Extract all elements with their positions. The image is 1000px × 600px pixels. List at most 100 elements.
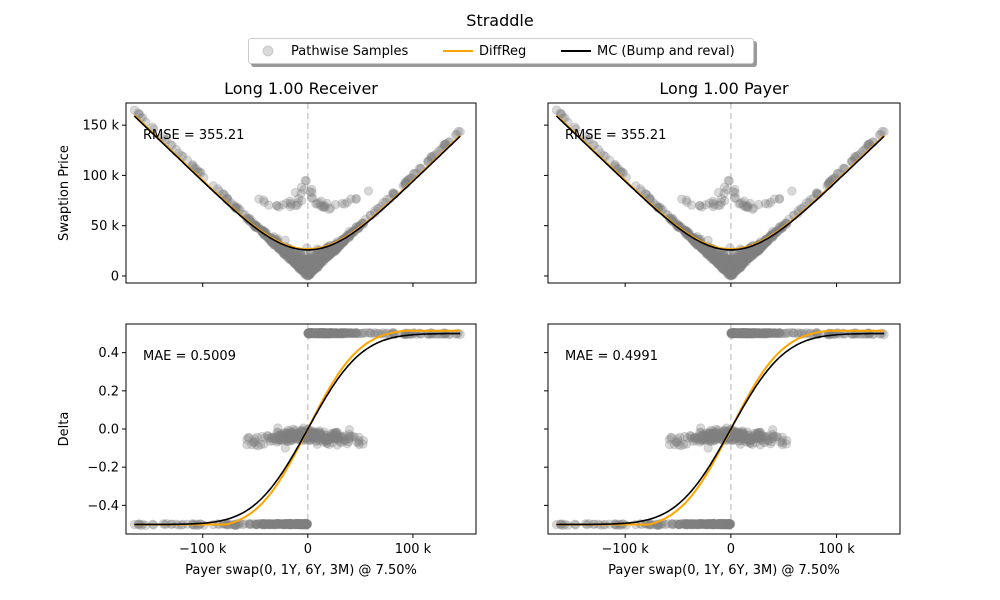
sample-point: [753, 328, 764, 339]
sample-point: [306, 429, 317, 440]
sample-point: [753, 246, 763, 256]
sample-point: [710, 435, 721, 446]
sample-point: [340, 328, 351, 339]
sample-point: [254, 518, 264, 529]
sample-point: [305, 187, 315, 197]
sample-point: [717, 519, 728, 530]
sample-point: [312, 251, 322, 262]
sample-point: [300, 518, 310, 529]
sample-point: [284, 519, 295, 529]
sample-point: [314, 328, 325, 339]
sample-point: [316, 196, 326, 206]
sample-point: [730, 328, 741, 339]
sample-point: [312, 439, 323, 449]
sample-point: [709, 428, 720, 438]
sample-point: [709, 519, 720, 529]
sample-point: [689, 519, 700, 529]
sample-point: [329, 245, 340, 255]
sample-point: [728, 264, 738, 274]
sample-point: [728, 264, 739, 274]
sample-point: [729, 267, 740, 277]
sample-point: [306, 263, 317, 274]
sample-point: [708, 519, 718, 529]
sample-point: [312, 255, 322, 266]
sample-point: [753, 433, 763, 443]
sample-point: [290, 200, 301, 211]
sample-point: [285, 198, 296, 209]
sample-point: [318, 202, 329, 212]
sample-point: [314, 328, 324, 339]
sample-point: [748, 328, 759, 338]
sample-point: [283, 248, 294, 258]
sample-point: [300, 175, 310, 186]
sample-point: [774, 193, 785, 204]
sample-point: [314, 253, 325, 264]
sample-point: [684, 519, 694, 529]
sample-point: [703, 519, 713, 530]
sample-point: [289, 429, 300, 440]
sample-point: [735, 252, 745, 262]
sample-point: [332, 440, 342, 450]
sample-point: [737, 258, 747, 269]
sample-point: [863, 139, 874, 150]
sample-point: [295, 519, 306, 529]
sample-point: [282, 436, 293, 446]
sample-point: [704, 246, 714, 257]
sample-point: [323, 328, 334, 338]
sample-point: [729, 328, 739, 338]
sample-point: [286, 254, 296, 264]
sample-point: [324, 328, 334, 339]
sample-point: [741, 437, 751, 447]
sample-point: [279, 245, 289, 255]
sample-point: [745, 328, 755, 338]
sample-point: [324, 328, 335, 339]
sample-point: [744, 435, 754, 445]
sample-point: [777, 432, 788, 442]
y-tick-label: 0.2: [98, 384, 119, 399]
axes-frame: [547, 102, 901, 284]
sample-point: [771, 328, 781, 338]
sample-point: [719, 259, 729, 269]
sample-point: [288, 253, 298, 263]
sample-point: [307, 266, 318, 276]
sample-point: [738, 328, 749, 338]
sample-point: [290, 431, 300, 442]
sample-point: [763, 436, 774, 446]
sample-point: [737, 432, 748, 442]
sample-point: [709, 252, 720, 263]
sample-point: [718, 519, 728, 529]
sample-point: [723, 266, 734, 277]
sample-point: [318, 431, 329, 442]
sample-point: [732, 258, 742, 268]
sample-point: [668, 519, 679, 530]
sample-point: [300, 260, 310, 270]
sample-point: [725, 264, 735, 275]
sample-point: [311, 254, 321, 265]
sample-point: [307, 427, 317, 438]
sample-point: [297, 519, 308, 529]
sample-point: [305, 262, 316, 273]
sample-point: [701, 518, 711, 529]
sample-point: [709, 254, 720, 265]
sample-point: [681, 519, 691, 529]
sample-point: [287, 255, 298, 265]
sample-point: [724, 518, 735, 529]
sample-point: [314, 260, 325, 270]
sample-point: [290, 249, 301, 259]
sample-point: [731, 255, 742, 265]
sample-point: [320, 249, 330, 259]
sample-point: [714, 257, 724, 268]
sample-point: [333, 328, 344, 339]
sample-point: [269, 433, 280, 444]
sample-point: [292, 250, 303, 260]
sample-point: [283, 249, 294, 260]
sample-point: [330, 244, 341, 255]
sample-point: [744, 247, 754, 258]
sample-point: [305, 327, 315, 338]
sample-point: [308, 193, 318, 203]
sample-point: [281, 519, 291, 530]
sample-point: [324, 250, 334, 260]
sample-point: [757, 328, 767, 339]
sample-point: [753, 328, 764, 338]
sample-point: [717, 257, 727, 267]
